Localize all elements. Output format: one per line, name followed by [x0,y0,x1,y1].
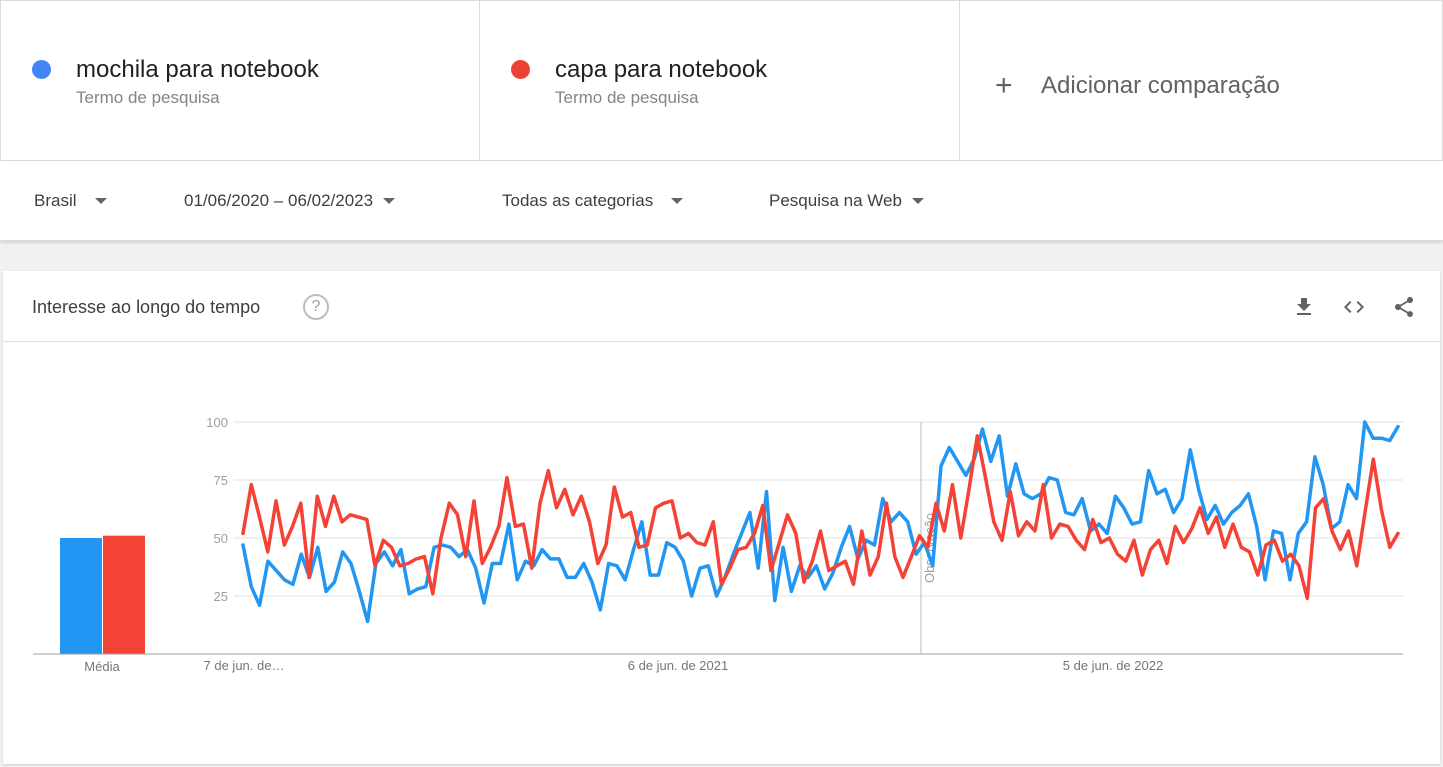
y-tick-label: 100 [206,415,228,430]
term-1-name[interactable]: mochila para notebook [76,56,319,83]
term-1-color-dot [32,60,51,79]
term-2-color-dot [511,60,530,79]
search-terms-bar: mochila para notebook Termo de pesquisa … [0,0,1443,161]
add-comparison-label: Adicionar comparação [1041,72,1280,99]
interest-chart: Média 100 75 50 25 7 de jun. de… 6 de jun. de… [33,415,1403,674]
chevron-down-icon [911,198,924,204]
chart-grid: 100 75 50 25 7 de jun. de… 6 de jun. de 2021 5… [170,415,1403,673]
term-card-1[interactable]: mochila para notebook Termo de pesquisa [0,1,480,160]
card-title: Interesse ao longo do tempo [32,297,261,317]
average-label: Média [84,659,120,674]
term-2-name[interactable]: capa para notebook [555,56,768,83]
plus-icon: + [995,69,1013,102]
date-range-filter[interactable]: 01/06/2020 – 06/02/2023 [184,191,396,211]
category-filter[interactable]: Todas as categorias [502,191,684,211]
share-icon[interactable] [1392,295,1416,319]
download-icon[interactable] [1292,295,1316,319]
region-filter-label: Brasil [34,191,77,210]
term-card-2[interactable]: capa para notebook Termo de pesquisa [480,1,960,160]
chart-points [242,421,1399,622]
filters-bar: Brasil 01/06/2020 – 06/02/2023 Todas as … [0,161,1443,241]
x-tick-label: 5 de jun. de 2022 [1063,658,1163,673]
embed-code-icon[interactable] [1342,295,1366,319]
term-1-type: Termo de pesquisa [76,88,220,107]
chevron-down-icon [94,198,107,204]
series-line-1 [241,420,1400,624]
add-comparison-card[interactable]: + Adicionar comparação [960,1,1443,160]
search-type-filter[interactable]: Pesquisa na Web [769,191,924,211]
chevron-down-icon [671,198,684,204]
average-bars: Média [33,535,173,674]
region-filter[interactable]: Brasil [34,191,107,211]
average-bar-1 [60,538,102,654]
category-filter-label: Todas as categorias [502,191,654,210]
search-type-label: Pesquisa na Web [769,191,902,210]
add-comparison-button[interactable]: + Adicionar comparação [995,71,1280,101]
date-range-label: 01/06/2020 – 06/02/2023 [184,191,374,210]
y-tick-label: 50 [214,531,228,546]
x-tick-label: 7 de jun. de… [204,658,285,673]
help-icon[interactable]: ? [303,294,329,320]
chevron-down-icon [383,198,396,204]
chart-lines [241,420,1400,624]
card-header: Interesse ao longo do tempo ? [3,271,1440,342]
x-tick-label: 6 de jun. de 2021 [628,658,728,673]
interest-over-time-card: Interesse ao longo do tempo ? Média 100 7… [3,271,1440,764]
y-tick-label: 75 [214,473,228,488]
y-tick-label: 25 [214,589,228,604]
average-bar-2 [103,535,145,654]
term-2-type: Termo de pesquisa [555,88,699,107]
